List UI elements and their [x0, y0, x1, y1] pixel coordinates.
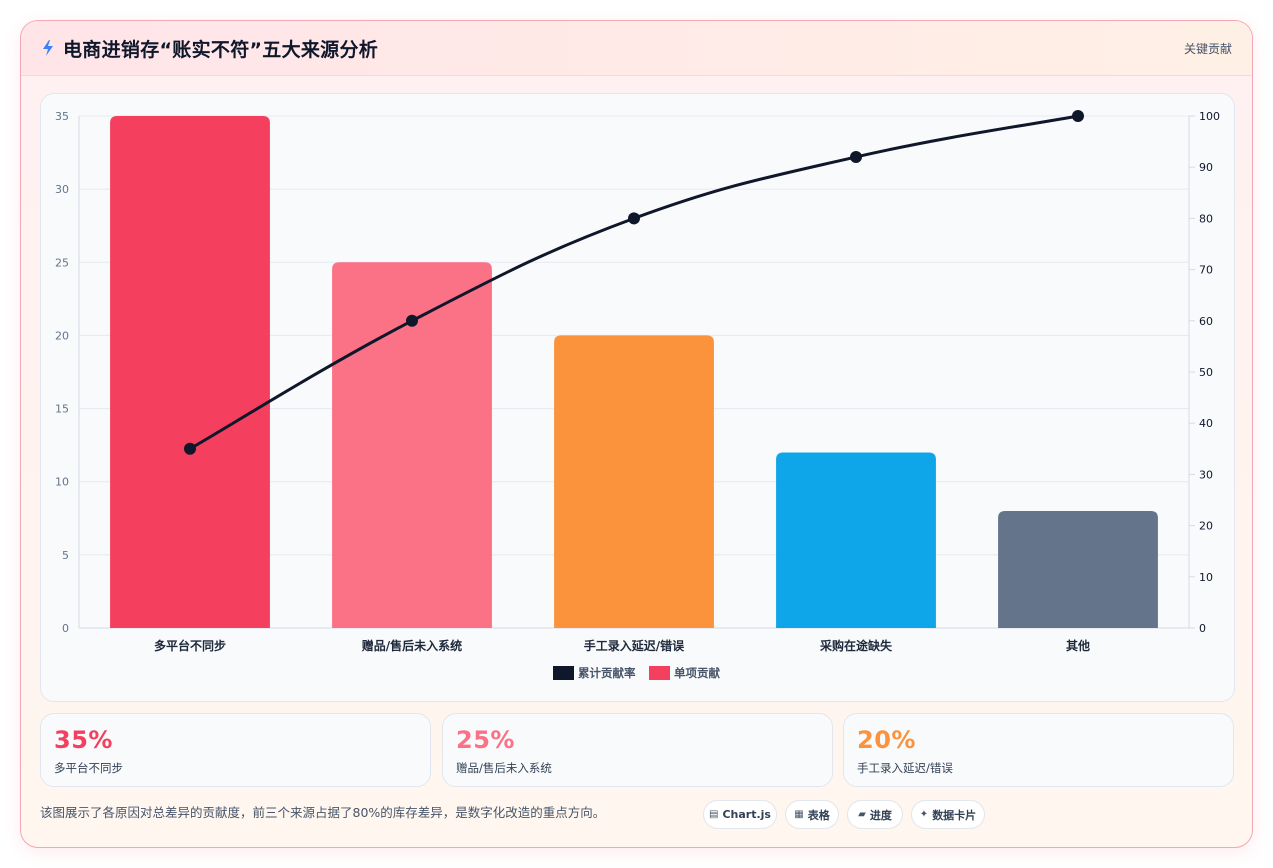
left-tick-label: 15: [55, 403, 69, 416]
stat-card-3: 20% 手工录入延迟/错误: [843, 713, 1234, 787]
stat-value: 20%: [857, 726, 916, 754]
sparkle-icon: ✦: [919, 809, 929, 820]
pareto-chart: 0 5 10 15 20 25 30 35 0 10 20 30 40 50 60 70 80 90 100 多平台不…: [55, 110, 1220, 680]
x-tick-label: 手工录入延迟/错误: [584, 638, 685, 653]
chip-label: 表格: [807, 808, 830, 822]
legend-swatch: [553, 666, 574, 680]
right-tick-label: 40: [1199, 417, 1213, 430]
cumulative-point-4: [850, 150, 862, 163]
left-tick-label: 10: [55, 476, 69, 489]
bar-4: [776, 452, 936, 628]
legend-label: 单项贡献: [674, 666, 720, 680]
right-tick-label: 10: [1199, 571, 1213, 584]
right-tick-label: 90: [1199, 161, 1213, 174]
left-tick-label: 5: [62, 549, 69, 562]
progress-icon: ▰: [858, 809, 866, 820]
chip-label: 数据卡片: [932, 808, 977, 822]
cumulative-point-3: [628, 212, 640, 225]
legend-swatch: [649, 666, 670, 680]
right-tick-label: 60: [1199, 315, 1213, 328]
left-tick-label: 0: [62, 622, 69, 635]
right-tick-label: 70: [1199, 264, 1213, 277]
stat-label: 手工录入延迟/错误: [857, 761, 953, 775]
bar-3: [554, 335, 714, 628]
stat-value: 25%: [456, 726, 515, 754]
cumulative-point-5: [1072, 110, 1084, 122]
stat-card-2: 25% 赠品/售后未入系统: [442, 713, 833, 787]
left-tick-label: 30: [55, 183, 69, 196]
chart-icon: ▤: [709, 809, 719, 820]
legend-label: 累计贡献率: [578, 666, 636, 680]
chip-table[interactable]: ▦ 表格: [785, 800, 839, 829]
page-title: 电商进销存“账实不符”五大来源分析: [63, 39, 379, 61]
x-tick-label: 采购在途缺失: [819, 638, 893, 653]
stat-value: 35%: [54, 726, 113, 754]
card-header: 电商进销存“账实不符”五大来源分析 关键贡献: [21, 21, 1252, 76]
chip-progress[interactable]: ▰ 进度: [847, 800, 903, 829]
left-tick-label: 20: [55, 329, 69, 342]
x-tick-label: 多平台不同步: [154, 638, 226, 653]
stat-label: 多平台不同步: [54, 761, 123, 775]
stat-label: 赠品/售后未入系统: [456, 761, 552, 775]
right-tick-label: 50: [1199, 366, 1213, 379]
chip-label: Chart.js: [722, 808, 771, 821]
right-tick-label: 30: [1199, 468, 1213, 481]
pareto-chart-panel: 0 5 10 15 20 25 30 35 0 10 20 30 40 50 60 70 80 90 100 多平台不…: [40, 93, 1235, 702]
table-icon: ▦: [794, 809, 804, 820]
bar-5: [998, 510, 1158, 628]
right-tick-label: 100: [1199, 110, 1220, 123]
lightning-icon: [43, 40, 53, 56]
left-tick-label: 35: [55, 110, 69, 123]
bar-2: [332, 262, 492, 628]
right-tick-label: 20: [1199, 520, 1213, 533]
chip-data-card[interactable]: ✦ 数据卡片: [911, 800, 985, 829]
cumulative-point-2: [406, 314, 418, 327]
footer-note: 该图展示了各原因对总差异的贡献度，前三个来源占据了80%的库存差异，是数字化改造…: [40, 805, 606, 820]
chip-chartjs[interactable]: ▤ Chart.js: [703, 800, 777, 829]
stat-card-1: 35% 多平台不同步: [40, 713, 431, 787]
chip-label: 进度: [869, 808, 892, 822]
left-tick-label: 25: [55, 256, 69, 269]
right-tick-label: 0: [1199, 622, 1206, 635]
dashboard-card: 电商进销存“账实不符”五大来源分析 关键贡献 0 5 10 15 20 25 30 35 0 10…: [20, 20, 1253, 848]
cumulative-point-1: [184, 442, 196, 455]
x-tick-label: 赠品/售后未入系统: [362, 638, 462, 653]
key-contribution-link[interactable]: 关键贡献: [1183, 42, 1232, 56]
right-tick-label: 80: [1199, 212, 1213, 225]
bar-1: [110, 116, 270, 628]
x-tick-label: 其他: [1066, 638, 1090, 653]
